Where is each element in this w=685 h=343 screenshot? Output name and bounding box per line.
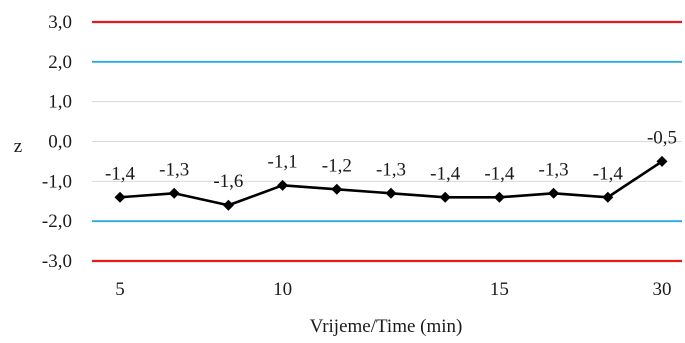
data-label: -1,4 [593,163,624,184]
data-point-marker [168,187,180,199]
x-tick-label: 15 [490,279,509,300]
y-tick-label: 3,0 [48,12,72,33]
data-point-marker [277,179,289,191]
data-point-marker [385,187,397,199]
y-tick-label: 2,0 [48,52,72,73]
y-tick-label: -2,0 [42,211,72,232]
reference-lines [92,20,682,263]
data-label: -1,4 [105,163,136,184]
data-point-marker [656,155,668,167]
y-tick-label: -3,0 [42,251,72,272]
x-axis-ticks: 5 10 15 30 [115,279,671,300]
data-point-marker [439,191,451,203]
data-label: -1,1 [268,151,298,172]
x-tick-label: 5 [115,279,125,300]
x-tick-label: 10 [273,279,292,300]
data-point-marker [222,199,234,211]
data-label: -1,3 [539,159,569,180]
data-label: -1,4 [430,163,461,184]
data-labels: -1,4 -1,3 -1,6 -1,1 -1,2 -1,3 -1,4 -1,4 -1,3 -1,4… [105,127,677,192]
series-group [114,155,668,211]
data-point-marker [602,191,614,203]
x-axis-title: Vrijeme/Time (min) [310,316,463,337]
x-tick-label: 30 [653,279,672,300]
data-point-marker [331,183,343,195]
data-point-marker [114,191,126,203]
data-point-marker [493,191,505,203]
y-tick-label: 0,0 [48,132,72,153]
data-label: -1,3 [159,159,189,180]
y-tick-label: 1,0 [48,92,72,113]
gridlines [92,21,682,262]
data-label: -1,2 [322,155,352,176]
data-label: -1,6 [213,171,243,192]
y-axis-title: z [14,136,22,157]
y-axis-ticks: 3,0 2,0 1,0 0,0 -1,0 -2,0 -3,0 [42,12,72,272]
data-label: -0,5 [647,127,677,148]
data-point-marker [548,187,560,199]
data-label: -1,4 [484,163,515,184]
data-label: -1,3 [376,159,406,180]
y-tick-label: -1,0 [42,171,72,192]
